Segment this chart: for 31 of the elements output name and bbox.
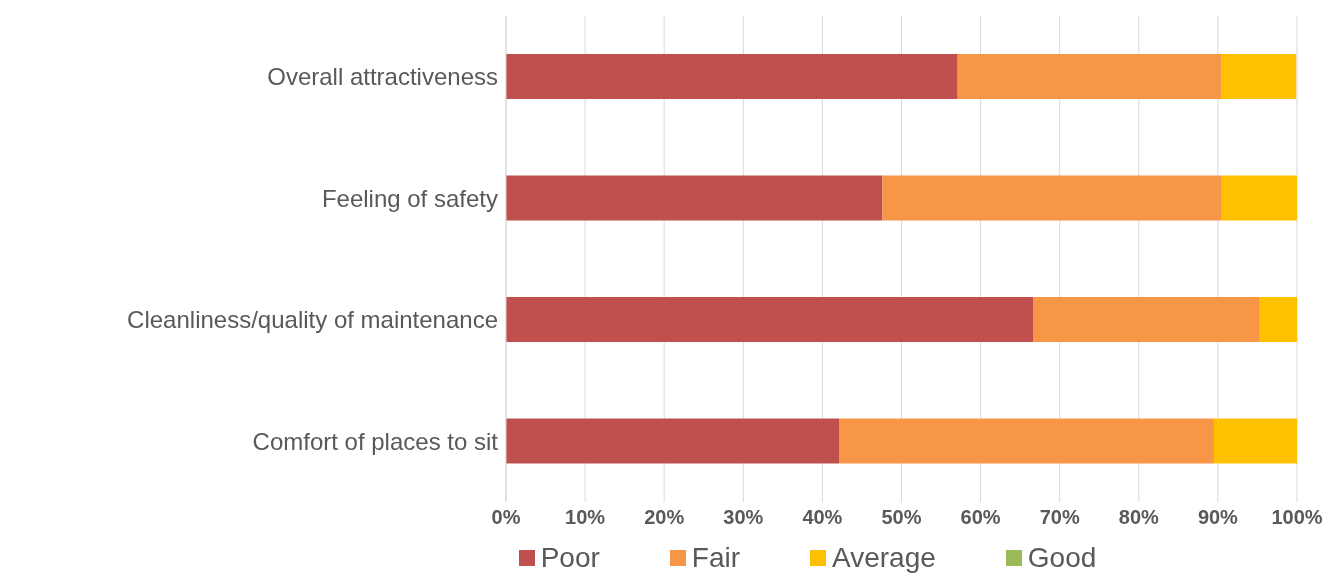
- bar: [1221, 54, 1297, 99]
- bar: [839, 418, 1214, 464]
- bar: [957, 54, 1222, 99]
- x-tick-label: 100%: [1271, 506, 1323, 529]
- legend-label: Poor: [539, 542, 600, 574]
- x-tick-label: 30%: [723, 506, 764, 529]
- bar: [506, 175, 883, 221]
- y-tick-label: Feeling of safety: [321, 184, 498, 212]
- x-tick-label: 70%: [1039, 506, 1080, 529]
- y-tick-label: Comfort of places to sit: [252, 427, 499, 455]
- x-tick-label: 10%: [565, 506, 606, 529]
- bar: [506, 418, 840, 464]
- x-tick-label: 50%: [881, 506, 922, 529]
- x-tick-label: 20%: [644, 506, 685, 529]
- y-tick-label: Overall attractiveness: [267, 63, 498, 91]
- bar: [882, 175, 1222, 221]
- bar: [1213, 418, 1297, 464]
- bar: [1259, 297, 1297, 342]
- bar: [1221, 175, 1297, 221]
- bar: [506, 297, 1034, 342]
- y-tick-label: Cleanliness/quality of maintenance: [127, 306, 498, 334]
- x-tick-label: 80%: [1118, 506, 1160, 529]
- x-tick-label: 0%: [491, 506, 521, 529]
- legend-label: Fair: [690, 542, 741, 574]
- x-tick-label: 60%: [960, 506, 1001, 529]
- bar: [506, 54, 958, 99]
- x-tick-label: 40%: [802, 506, 843, 529]
- legend-label: Average: [831, 542, 936, 574]
- legend-label: Good: [1026, 542, 1097, 574]
- bar: [1033, 297, 1260, 342]
- x-tick-label: 90%: [1197, 506, 1239, 529]
